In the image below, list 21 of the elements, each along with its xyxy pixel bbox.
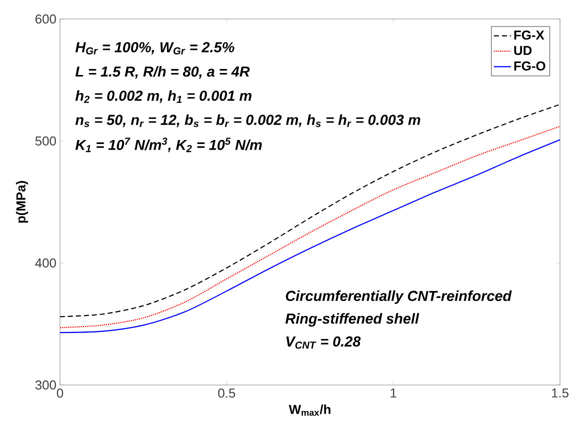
y-axis-title: p(MPa) xyxy=(16,181,28,223)
annotation: Ring-stiffened shell xyxy=(285,313,420,327)
legend-label: FG-X xyxy=(514,30,544,40)
x-tick-label: 0.5 xyxy=(218,388,236,398)
text: W$_{max}$/h xyxy=(288,404,330,416)
x-tick-label: 0 xyxy=(56,388,64,398)
annotation: H$_{Gr}$ = 100%, W$_{Gr}$ = 2.5% xyxy=(75,42,234,54)
annotation: L = 1.5 R, R/h = 80, a = 4R xyxy=(75,66,250,79)
legend-label: FG-O xyxy=(514,61,546,71)
text: K$_{1}$ = 10$^{7}$ N/m$^{3}$, K$_{2}$ = 10$^{5}$ N/m xyxy=(75,138,262,152)
annotation: V$_{CNT}$ = 0.28 xyxy=(286,336,361,349)
y-tick-label: 300 xyxy=(35,380,56,390)
y-tick-label: 500 xyxy=(35,136,56,146)
x-tick-label: 1.5 xyxy=(552,388,568,398)
y-tick-label: 600 xyxy=(36,14,56,24)
legend-label: UD xyxy=(514,46,532,56)
annotation: h$_{2}$ = 0.002 m, h$_{1}$ = 0.001 m xyxy=(75,90,252,103)
annotation: Circumferentially CNT-reinforced xyxy=(286,290,512,304)
x-tick-label: 1 xyxy=(390,388,396,398)
y-tick-label: 400 xyxy=(35,258,56,268)
text: n$_{s}$ = 50, n$_{r}$ = 12, b$_{s}$ = b$_{r}$ = 0.002 m, h$_{s}$ = h$_{r}$ = 0.003 m xyxy=(75,114,420,128)
